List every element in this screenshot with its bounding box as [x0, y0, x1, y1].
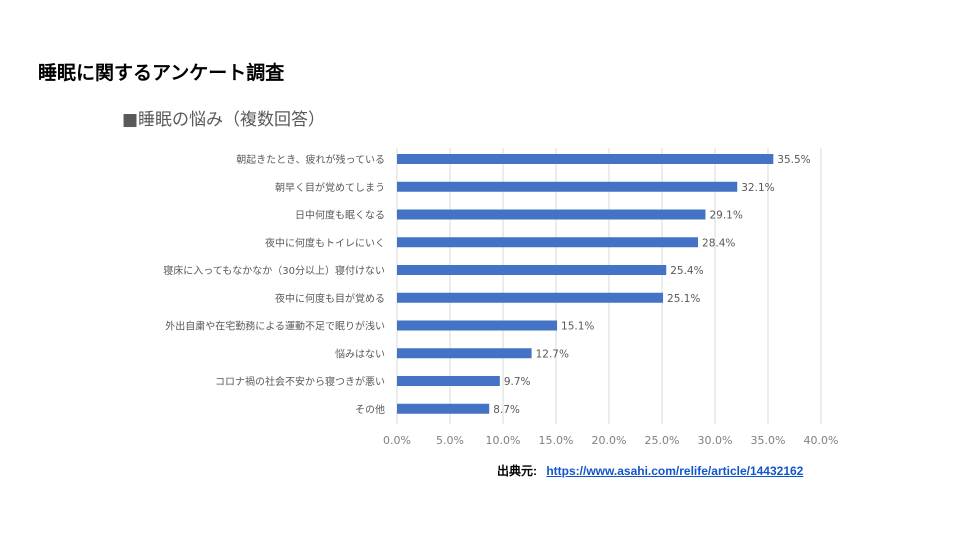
x-tick-label: 30.0%: [698, 434, 733, 447]
x-tick-labels: 0.0% 5.0% 10.0% 15.0% 20.0% 25.0% 30.0% 35.0% 40…: [383, 434, 838, 447]
bar: [397, 154, 774, 164]
value-label: 32.1%: [741, 182, 774, 194]
category-label: 外出自粛や在宅勤務による運動不足で眠りが浅い: [165, 320, 385, 333]
category-label: 寝床に入ってもなかなか（30分以上）寝付けない: [163, 264, 385, 277]
value-label: 12.7%: [536, 348, 569, 360]
value-label: 35.5%: [777, 154, 810, 166]
x-tick-label: 40.0%: [804, 434, 839, 447]
x-tick-label: 10.0%: [486, 434, 521, 447]
value-label: 28.4%: [702, 237, 735, 249]
source-citation: 出典元: https://www.asahi.com/relife/articl…: [497, 462, 803, 479]
bar: [397, 237, 699, 248]
value-label: 8.7%: [493, 404, 520, 416]
category-label: 夜中に何度も目が覚める: [275, 292, 385, 305]
bars: [397, 154, 774, 414]
source-label: 出典元:: [497, 464, 537, 478]
bar: [397, 181, 738, 192]
category-label: 朝早く目が覚めてしまう: [275, 181, 385, 194]
value-label: 9.7%: [504, 376, 531, 388]
bar: [397, 292, 664, 303]
category-labels: 朝起きたとき、疲れが残っている朝早く目が覚めてしまう日中何度も眠くなる夜中に何度…: [163, 153, 385, 416]
category-label: コロナ禍の社会不安から寝つきが悪い: [215, 375, 385, 388]
slide-title: 睡眠に関するアンケート調査: [38, 62, 285, 84]
source-link[interactable]: https://www.asahi.com/relife/article/144…: [546, 464, 804, 478]
value-label: 29.1%: [709, 210, 742, 222]
bar: [397, 320, 558, 331]
category-label: その他: [355, 403, 385, 416]
value-label: 25.1%: [667, 293, 700, 305]
category-label: 朝起きたとき、疲れが残っている: [236, 153, 385, 166]
bar: [397, 265, 667, 275]
chart-title: ■睡眠の悩み（複数回答）: [122, 110, 325, 130]
gridlines: [396, 148, 822, 424]
x-tick-label: 0.0%: [383, 434, 411, 447]
value-labels: 35.5% 32.1% 29.1% 28.4% 25.4% 25.1% 15.1% 12.7%…: [493, 154, 810, 416]
x-tick-label: 35.0%: [751, 434, 786, 447]
x-tick-label: 25.0%: [645, 434, 680, 447]
x-tick-label: 5.0%: [436, 434, 464, 447]
bar: [397, 348, 532, 359]
value-label: 15.1%: [561, 321, 594, 333]
x-tick-label: 20.0%: [592, 434, 627, 447]
category-label: 悩みはない: [335, 347, 385, 360]
bar: [397, 403, 490, 414]
x-tick-label: 15.0%: [539, 434, 574, 447]
category-label: 日中何度も眠くなる: [295, 209, 385, 222]
category-label: 夜中に何度もトイレにいく: [265, 236, 385, 249]
value-label: 25.4%: [670, 265, 703, 277]
bar: [397, 209, 706, 220]
bar: [397, 376, 500, 386]
